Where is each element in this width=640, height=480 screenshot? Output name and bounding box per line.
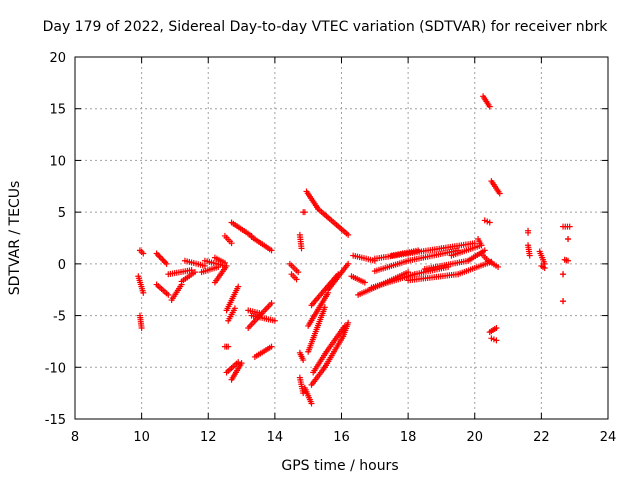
data-point: [541, 264, 548, 271]
data-point: [493, 324, 500, 331]
x-tick-label: 24: [600, 430, 617, 445]
data-point: [138, 324, 145, 331]
data-point: [155, 251, 162, 258]
data-point: [565, 257, 572, 264]
data-point: [565, 236, 572, 243]
data-point: [140, 289, 147, 296]
y-tick-label: -15: [45, 413, 66, 428]
x-tick-label: 12: [200, 430, 217, 445]
data-point: [298, 245, 305, 252]
data-point: [156, 253, 163, 260]
x-tick-label: 22: [533, 430, 550, 445]
data-point: [165, 291, 172, 298]
x-tick-label: 18: [400, 430, 417, 445]
x-tick-label: 8: [71, 430, 79, 445]
ticks: [74, 56, 609, 420]
data-point: [345, 231, 352, 238]
data-point: [191, 269, 198, 276]
data-point: [231, 305, 238, 312]
data-point: [268, 247, 275, 254]
data-point: [566, 223, 573, 230]
data-point: [238, 360, 245, 367]
data-point: [293, 276, 300, 283]
data-point: [163, 260, 170, 267]
data-point: [415, 247, 422, 254]
x-tick-label: 14: [267, 430, 284, 445]
data-point: [300, 390, 307, 397]
data-point: [140, 250, 147, 257]
data-point: [258, 310, 265, 317]
data-point: [221, 259, 228, 266]
chart-title: Day 179 of 2022, Sidereal Day-to-day VTE…: [43, 19, 609, 35]
data-point: [295, 269, 302, 276]
y-tick-label: 5: [58, 206, 66, 221]
data-point: [495, 263, 502, 270]
x-tick-labels: 8 10 12 14 16 18 20 22 24: [71, 430, 616, 445]
data-point: [157, 254, 164, 261]
data-point: [225, 343, 232, 350]
data-point: [493, 337, 500, 344]
data-point: [268, 343, 275, 350]
data-point: [560, 271, 567, 278]
data-point: [345, 319, 352, 326]
data-point: [271, 317, 278, 324]
x-tick-label: 20: [466, 430, 483, 445]
data-point: [486, 219, 493, 226]
data-point: [223, 262, 230, 269]
y-tick-label: -5: [53, 310, 66, 325]
y-tick-label: 20: [49, 51, 66, 66]
data-point: [361, 279, 368, 286]
data-point: [162, 259, 169, 266]
data-point: [496, 190, 503, 197]
y-tick-label: 15: [49, 103, 66, 118]
data-point: [486, 103, 493, 110]
y-tick-labels: -15 -10 -5 0 5 10 15 20: [45, 51, 66, 428]
data-points: [135, 93, 573, 407]
x-axis-label: GPS time / hours: [281, 458, 398, 474]
data-point: [153, 250, 160, 257]
data-point: [301, 209, 308, 216]
data-point: [321, 304, 328, 311]
data-point: [526, 252, 533, 259]
data-point: [341, 322, 348, 329]
x-tick-label: 16: [333, 430, 350, 445]
data-point: [159, 256, 166, 263]
y-tick-label: 0: [58, 258, 66, 273]
data-point: [560, 298, 567, 305]
y-tick-label: -10: [45, 361, 66, 376]
data-point: [300, 357, 307, 364]
data-point: [201, 262, 208, 269]
data-point: [308, 400, 315, 407]
data-point: [478, 242, 485, 249]
data-point: [481, 247, 488, 254]
data-point: [160, 257, 167, 264]
x-tick-label: 10: [133, 430, 150, 445]
data-point: [525, 229, 532, 236]
data-point: [268, 300, 275, 307]
grid: [75, 57, 608, 419]
y-tick-label: 10: [49, 154, 66, 169]
data-point: [235, 283, 242, 290]
data-point: [228, 240, 235, 247]
data-point: [345, 260, 352, 267]
y-axis-label: SDTVAR / TECUs: [7, 181, 23, 296]
